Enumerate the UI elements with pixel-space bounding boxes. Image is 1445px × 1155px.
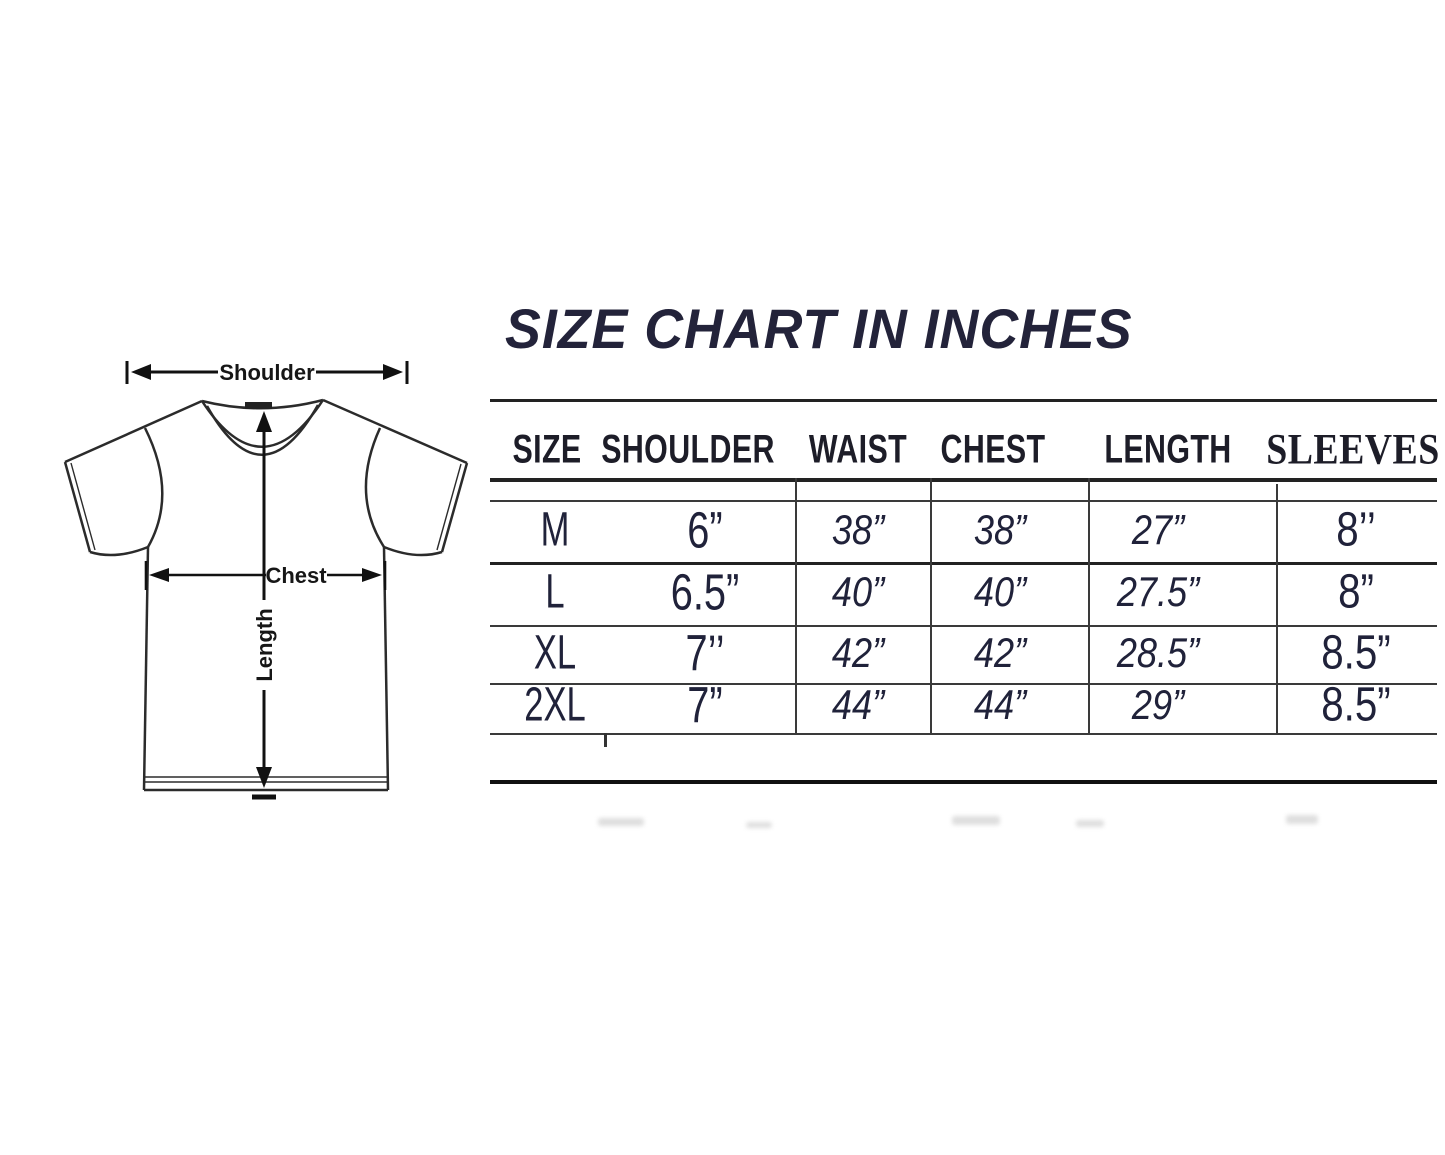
- table-gridline: [490, 478, 1437, 482]
- header-waist: WAIST: [808, 427, 908, 472]
- cell-waist-2xl: 44”: [831, 681, 885, 728]
- page-title: SIZE CHART IN INCHES: [505, 297, 1133, 360]
- scan-smudge: [952, 816, 1000, 825]
- chest-arrow: [144, 561, 387, 590]
- table-gridline: [490, 683, 1437, 685]
- shoulder-label: Shoulder: [219, 360, 315, 385]
- scan-smudge: [1286, 815, 1318, 824]
- cell-length-2xl: 29”: [1131, 681, 1185, 728]
- scan-smudge: [1076, 820, 1104, 827]
- cell-shoulder-xl: 7’’: [685, 624, 725, 682]
- cell-length-l: 27.5”: [1116, 568, 1200, 615]
- chest-label: Chest: [265, 563, 327, 588]
- cell-size-xl: XL: [533, 626, 577, 680]
- cell-sleeves-l: 8”: [1338, 565, 1374, 619]
- cell-waist-m: 38”: [831, 506, 885, 553]
- size-table: SIZE SHOULDER WAIST CHEST LENGTH SLEEVES…: [490, 399, 1440, 789]
- cell-waist-xl: 42”: [831, 629, 885, 676]
- table-gridline: [1088, 478, 1090, 735]
- table-gridline: [490, 399, 1437, 402]
- cell-chest-2xl: 44”: [973, 681, 1027, 728]
- length-label: Length: [252, 608, 277, 681]
- table-gridline: [490, 733, 1437, 735]
- header-length: LENGTH: [1104, 427, 1232, 472]
- tshirt-diagram: Shoulder Chest Length: [63, 360, 469, 800]
- cell-sleeves-xl: 8.5”: [1321, 626, 1391, 680]
- table-gridline: [490, 625, 1437, 627]
- cell-chest-m: 38”: [973, 506, 1027, 553]
- table-gridline: [490, 562, 1437, 565]
- shirt-outline: [63, 398, 469, 792]
- cell-chest-xl: 42”: [973, 629, 1027, 676]
- cell-shoulder-l: 6.5”: [670, 563, 740, 621]
- header-sleeves: SLEEVES: [1266, 426, 1440, 474]
- cell-shoulder-2xl: 7”: [687, 676, 723, 734]
- header-size: SIZE: [512, 427, 582, 472]
- table-gridline: [1276, 484, 1278, 735]
- header-chest: CHEST: [940, 427, 1046, 472]
- cell-sleeves-2xl: 8.5”: [1321, 678, 1391, 732]
- table-gridline: [795, 478, 797, 735]
- cell-size-m: M: [540, 503, 570, 557]
- table-gridline: [930, 478, 932, 735]
- header-shoulder: SHOULDER: [601, 427, 775, 472]
- cell-shoulder-m: 6”: [687, 501, 723, 559]
- cell-size-2xl: 2XL: [524, 678, 586, 732]
- scan-smudge: [746, 822, 772, 828]
- scan-tick: [604, 733, 607, 747]
- cell-waist-l: 40”: [831, 568, 885, 615]
- length-arrow: [252, 411, 276, 800]
- collar-tag: [245, 402, 272, 409]
- scan-smudge: [598, 818, 644, 826]
- table-gridline: [490, 780, 1437, 784]
- cell-size-l: L: [545, 565, 565, 619]
- table-gridline: [490, 500, 1437, 502]
- cell-length-xl: 28.5”: [1116, 629, 1200, 676]
- shoulder-arrow: [125, 361, 409, 384]
- cell-chest-l: 40”: [973, 568, 1027, 615]
- cell-length-m: 27”: [1131, 506, 1185, 553]
- cell-sleeves-m: 8’’: [1336, 503, 1376, 557]
